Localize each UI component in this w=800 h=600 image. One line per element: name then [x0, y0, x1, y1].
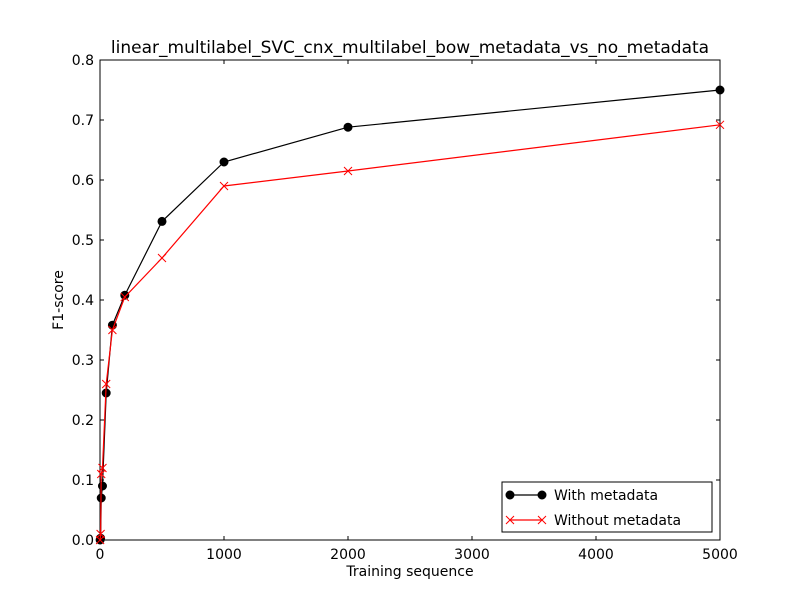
y-tick-label: 0.3: [72, 353, 94, 369]
legend-marker: [537, 515, 547, 525]
legend: With metadata Without metadata: [501, 481, 713, 533]
legend-marker: [505, 490, 515, 500]
data-point: [715, 85, 725, 95]
legend-marker: [537, 490, 547, 500]
data-point: [98, 463, 107, 473]
y-tick-label: 0.8: [72, 53, 94, 69]
data-point: [101, 379, 111, 389]
data-point: [219, 181, 229, 191]
data-point: [343, 122, 353, 132]
y-tick-label: 0.0: [72, 533, 94, 549]
legend-label: Without metadata: [554, 513, 681, 529]
data-point: [219, 157, 229, 167]
chart-title: linear_multilabel_SVC_cnx_multilabel_bow…: [111, 38, 709, 58]
series-2: [95, 120, 725, 545]
plot-area: 0 1000 2000 3000 4000 5000 0.0 0.1 0.2 0.3 0.4 0.5 0…: [72, 53, 738, 563]
legend-label: With metadata: [554, 488, 658, 504]
plot-frame: [99, 59, 721, 541]
x-tick-label: 3000: [454, 547, 490, 563]
x-tick-label: 0: [96, 547, 105, 563]
data-point: [715, 120, 725, 130]
x-tick-label: 1000: [206, 547, 242, 563]
y-tick-label: 0.6: [72, 173, 94, 189]
y-tick-label: 0.5: [72, 233, 94, 249]
legend-box: [501, 481, 713, 533]
x-tick-label: 2000: [330, 547, 366, 563]
x-axis-label: Training sequence: [345, 564, 473, 580]
data-point: [120, 290, 130, 300]
data-point: [97, 481, 107, 491]
y-axis-label: F1-score: [51, 270, 67, 330]
data-point: [343, 166, 353, 176]
data-point: [120, 292, 130, 302]
data-point: [96, 529, 105, 539]
legend-marker: [505, 515, 515, 525]
x-tick-label: 5000: [702, 547, 738, 563]
y-tick-label: 0.1: [72, 473, 94, 489]
data-point: [157, 216, 167, 226]
data-point: [108, 325, 117, 335]
x-tick-label: 4000: [578, 547, 614, 563]
y-tick-label: 0.4: [72, 293, 94, 309]
y-tick-label: 0.7: [72, 113, 94, 129]
data-point: [157, 253, 167, 263]
y-tick-label: 0.2: [72, 413, 94, 429]
